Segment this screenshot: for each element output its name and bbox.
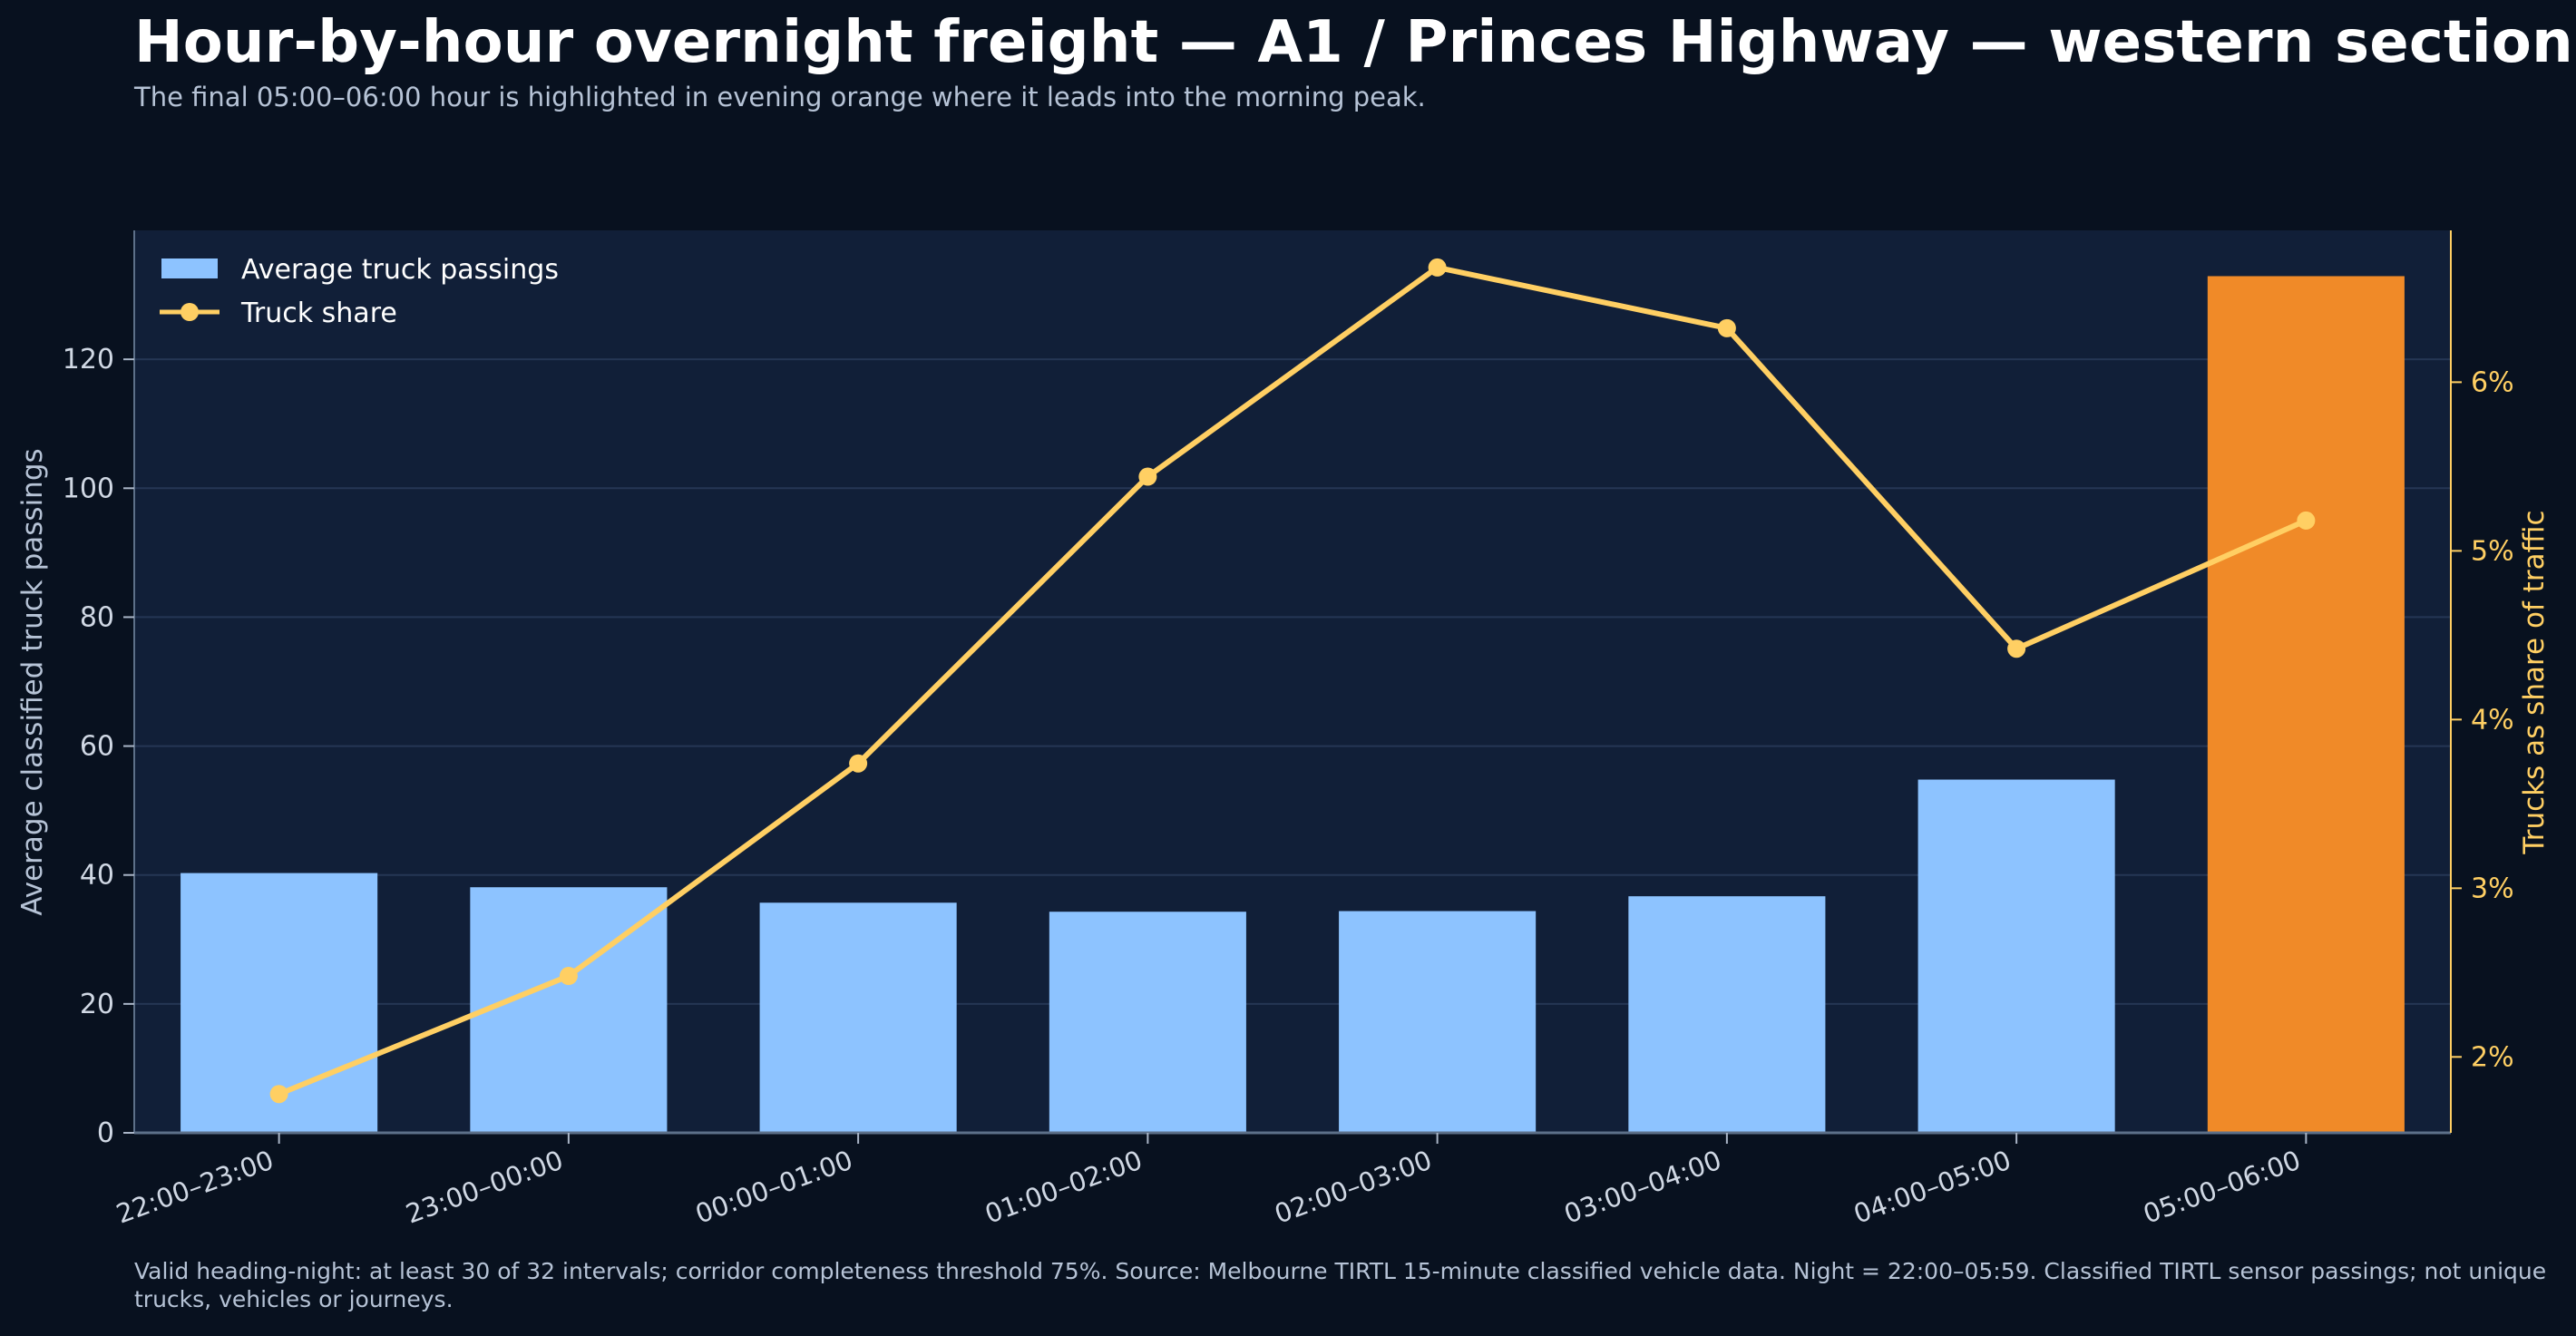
truck-share-point [1717,318,1736,337]
x-tick-label: 05:00–06:00 [2139,1145,2304,1230]
y-axis-label: Average classified truck passings [16,448,49,915]
y-tick-label: 120 [63,344,114,375]
truck-share-point [2007,639,2026,658]
truck-share-point [559,967,578,986]
legend-bar-label: Average truck passings [241,254,559,286]
truck-share-point [1138,467,1157,486]
truck-share-point [2297,511,2316,530]
y-tick-label: 40 [80,860,114,892]
bar-series [181,276,2405,1134]
bar [1049,912,1246,1133]
x-tick-label: 03:00–04:00 [1560,1145,1725,1230]
x-tick-label: 22:00–23:00 [112,1145,278,1230]
y2-tick-label: 6% [2471,366,2514,398]
legend: Average truck passings Truck share [160,254,559,329]
truck-share-point [849,754,868,773]
truck-share-point [1428,258,1447,277]
y2-tick-label: 5% [2471,535,2514,567]
y2-tick-label: 4% [2471,704,2514,736]
chart-subtitle: The final 05:00–06:00 hour is highlighte… [134,82,1426,112]
chart-title: Hour-by-hour overnight freight — A1 / Pr… [134,9,2573,76]
truck-share-point [269,1085,288,1104]
x-tick-label: 04:00–05:00 [1849,1145,2015,1230]
bar-highlighted [2207,276,2405,1134]
legend-bar-swatch [161,258,218,278]
y-tick-label: 100 [63,473,114,504]
x-tick-label: 02:00–03:00 [1271,1145,1436,1230]
y2-tick-label: 3% [2471,873,2514,904]
line-series [269,258,2316,1104]
legend-line-label: Truck share [240,297,397,329]
y-tick-label: 80 [80,601,114,633]
footnote: Valid heading-night: at least 30 of 32 i… [134,1258,2547,1312]
y-tick-label: 60 [80,731,114,763]
bar [1339,911,1537,1133]
legend-line-marker [181,303,199,321]
y2-axis-label: Trucks as share of traffic [2518,510,2551,854]
y2-tick-label: 2% [2471,1041,2514,1073]
x-tick-label: 01:00–02:00 [981,1145,1146,1230]
y-tick-label: 0 [97,1117,114,1149]
bar [759,902,957,1133]
x-tick-label: 00:00–01:00 [691,1145,856,1230]
bar [1628,896,1826,1133]
y-tick-label: 20 [80,989,114,1020]
x-tick-label: 23:00–00:00 [402,1145,567,1230]
truck-share-line [278,264,2308,1097]
bar [1917,779,2115,1133]
